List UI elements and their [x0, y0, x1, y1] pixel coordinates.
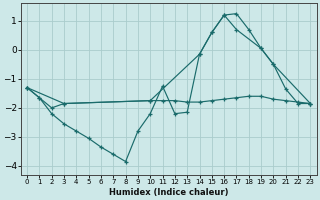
X-axis label: Humidex (Indice chaleur): Humidex (Indice chaleur) — [109, 188, 228, 197]
